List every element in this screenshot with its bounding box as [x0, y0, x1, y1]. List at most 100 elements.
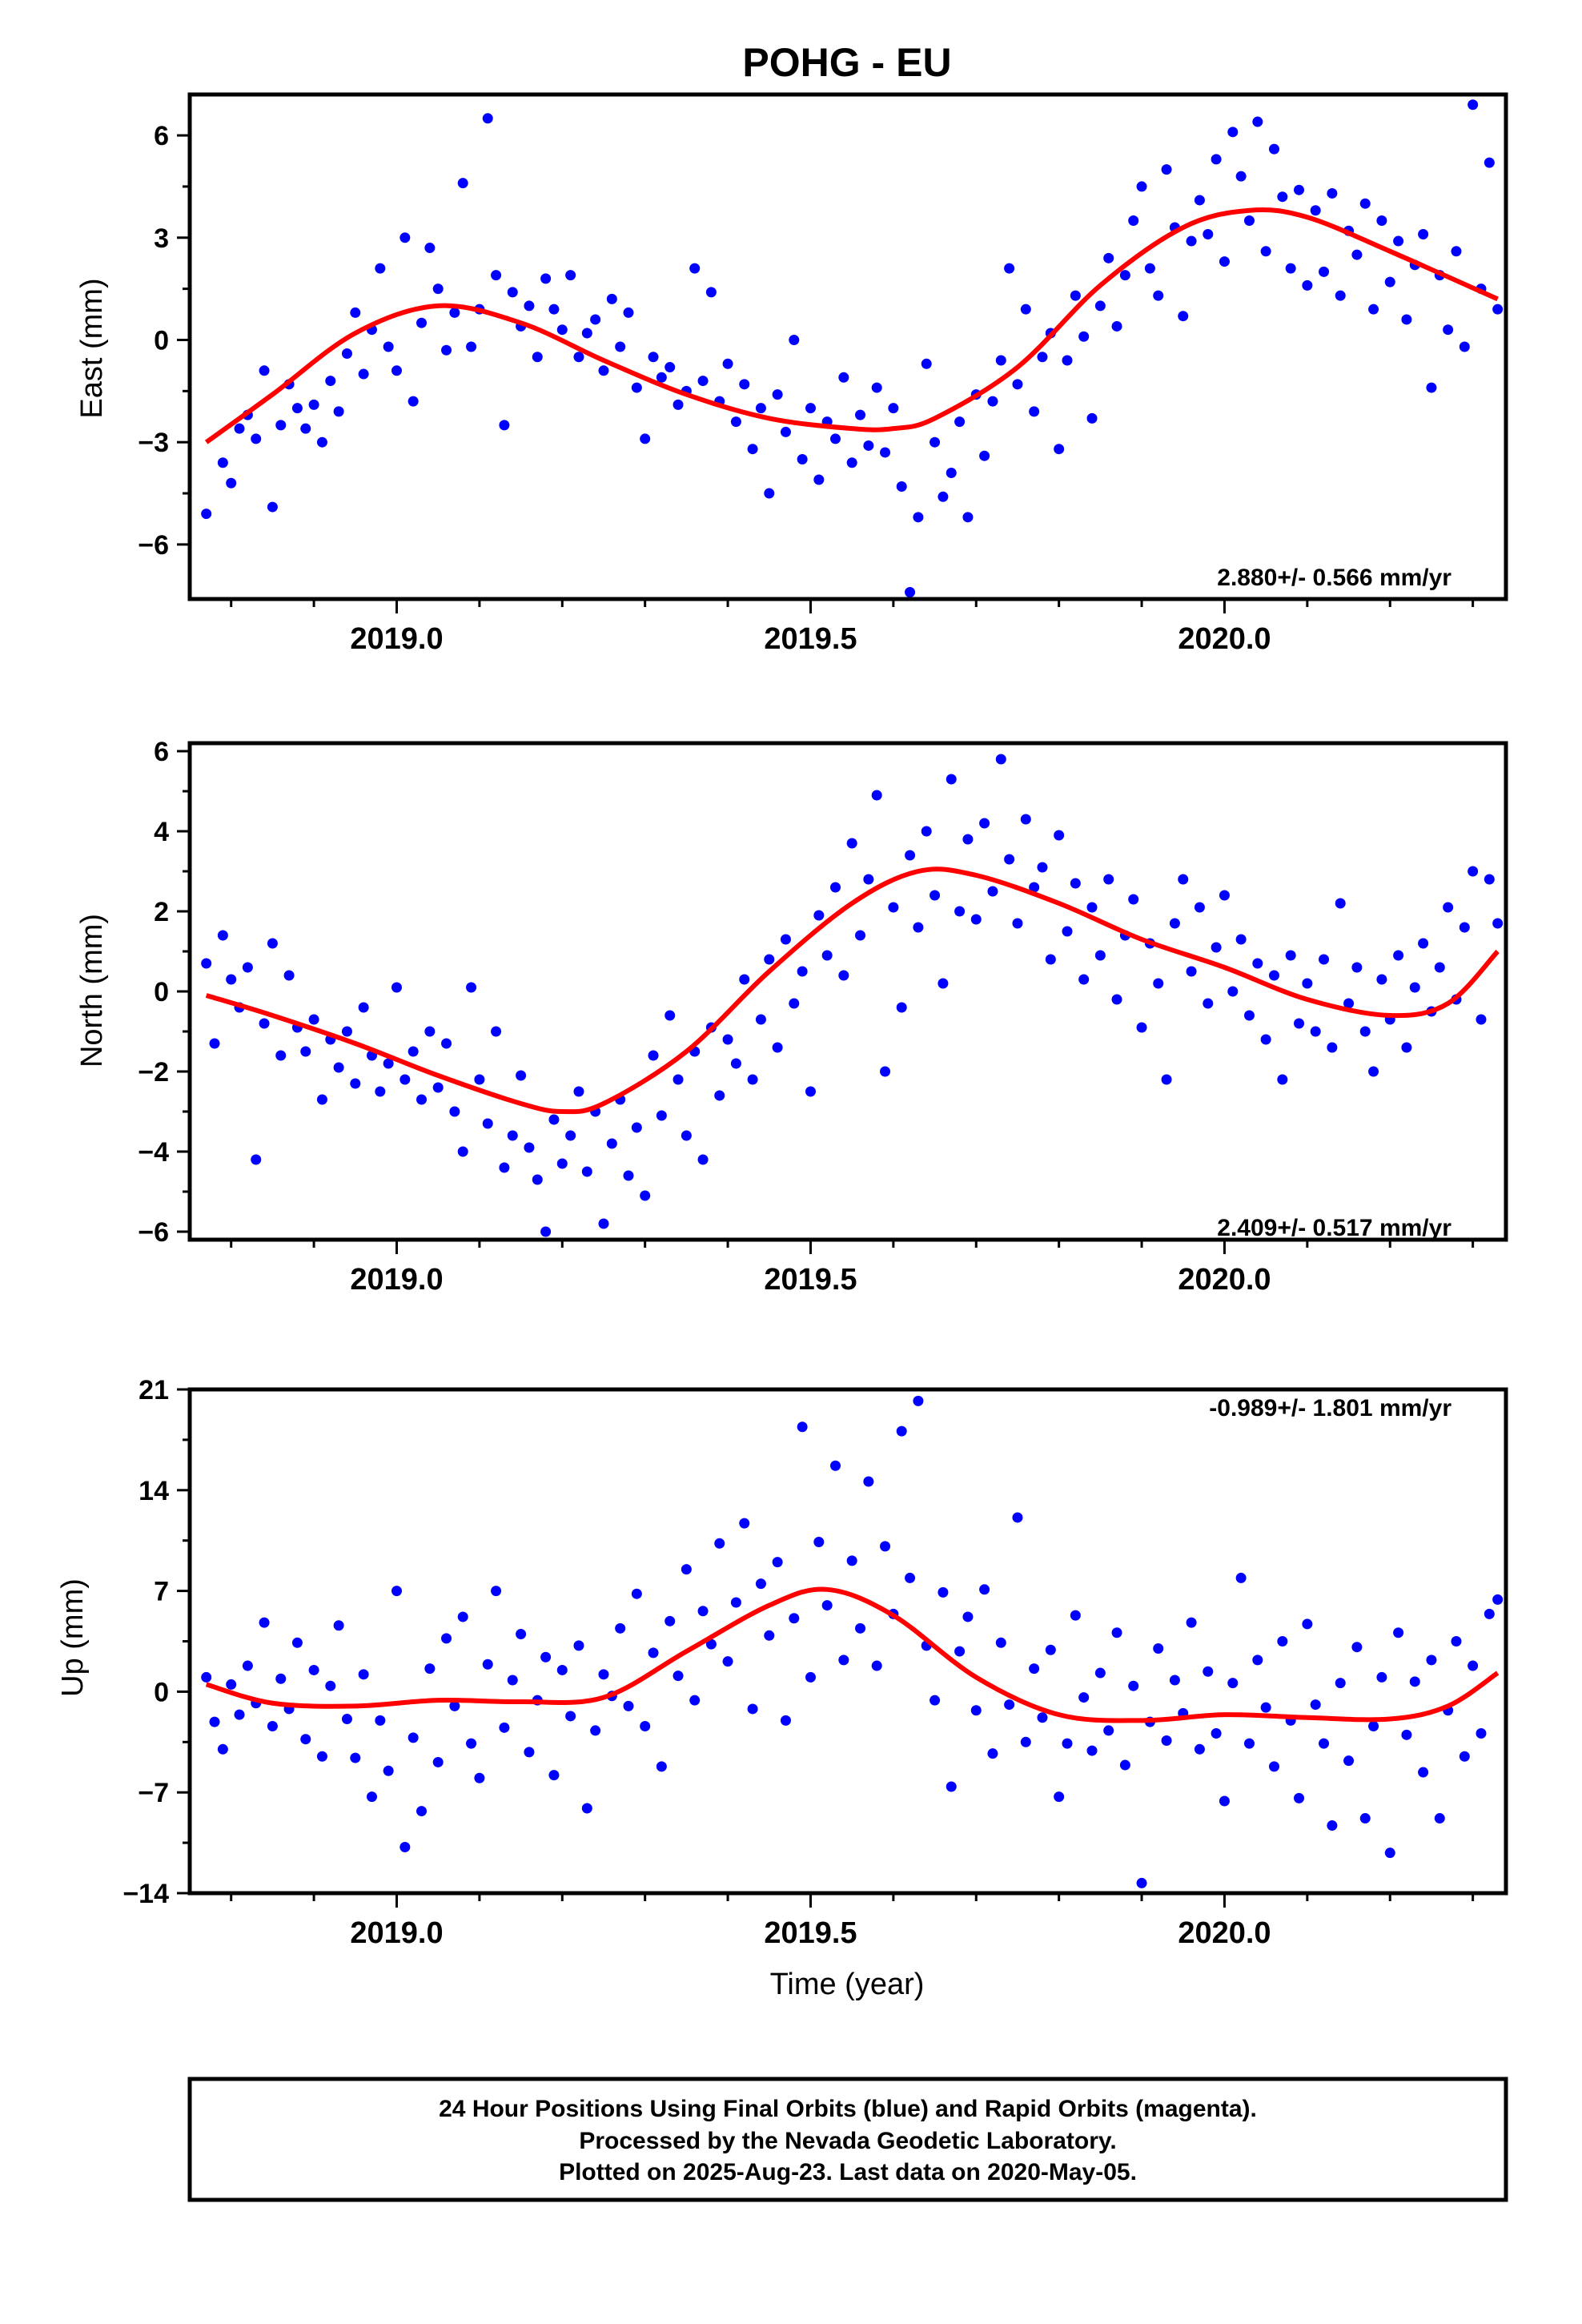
up-data-point: [1012, 1512, 1023, 1523]
north-data-point: [1203, 998, 1214, 1009]
footer-line-2: Processed by the Nevada Geodetic Laborat…: [579, 2128, 1116, 2154]
north-data-point: [829, 882, 841, 893]
east-data-point: [1327, 187, 1338, 199]
up-data-point: [474, 1772, 485, 1783]
east-data-point: [333, 406, 344, 417]
north-data-point: [242, 962, 253, 973]
north-data-point: [333, 1062, 344, 1073]
north-data-point: [697, 1154, 709, 1165]
north-data-point: [846, 838, 857, 849]
up-data-point: [995, 1637, 1006, 1648]
up-data-point: [201, 1671, 212, 1683]
east-data-point: [1294, 184, 1305, 195]
east-data-point: [432, 283, 444, 295]
up-data-point: [441, 1633, 452, 1644]
north-data-point: [507, 1130, 518, 1141]
up-data-point: [946, 1781, 957, 1792]
up-data-point: [930, 1695, 941, 1706]
east-data-point: [615, 341, 626, 352]
east-y-tick-label: −6: [138, 530, 169, 561]
up-data-point: [1054, 1791, 1065, 1803]
north-data-point: [855, 930, 866, 941]
east-data-point: [275, 420, 287, 431]
north-data-point: [1368, 1066, 1379, 1077]
east-data-point: [697, 376, 709, 387]
up-data-point: [1094, 1667, 1106, 1679]
up-data-point: [581, 1803, 592, 1814]
up-data-point: [640, 1721, 651, 1732]
north-data-point: [1443, 902, 1454, 913]
east-data-point: [507, 287, 518, 298]
east-data-point: [888, 403, 899, 414]
east-x-tick-label: 2019.0: [350, 622, 443, 656]
north-data-point: [350, 1078, 361, 1089]
east-data-point: [648, 352, 659, 363]
east-data-point: [316, 436, 327, 448]
east-data-point: [1418, 229, 1429, 240]
north-data-point: [772, 1042, 783, 1053]
up-data-point: [1327, 1820, 1338, 1831]
up-data-point: [689, 1695, 701, 1706]
east-data-point: [499, 420, 510, 431]
north-data-point: [226, 974, 237, 985]
up-data-point: [499, 1722, 510, 1733]
up-y-tick-label: 0: [154, 1677, 169, 1707]
north-data-point: [1227, 986, 1239, 997]
east-data-point: [1153, 290, 1164, 301]
north-data-point: [1136, 1022, 1147, 1033]
east-data-point: [722, 358, 733, 369]
east-data-point: [1268, 143, 1279, 155]
up-data-point: [1268, 1761, 1279, 1772]
east-data-point: [962, 512, 974, 523]
north-data-point: [1169, 918, 1180, 929]
east-data-point: [606, 293, 617, 304]
north-data-point: [424, 1026, 436, 1037]
north-data-point: [714, 1090, 725, 1101]
east-data-point: [1376, 215, 1387, 226]
up-data-point: [730, 1597, 741, 1608]
north-y-tick-label: 0: [154, 977, 169, 1007]
north-data-point: [308, 1014, 319, 1025]
up-data-point: [242, 1660, 253, 1671]
north-y-tick-label: 6: [154, 737, 169, 767]
up-fit-curve: [205, 1586, 1500, 1723]
up-data-point: [350, 1752, 361, 1763]
east-data-point: [548, 304, 560, 315]
east-data-point: [1186, 235, 1197, 247]
east-fit-curve: [204, 207, 1499, 444]
north-data-point: [1045, 954, 1056, 965]
east-data-point: [234, 423, 245, 434]
up-data-point: [697, 1606, 709, 1617]
east-data-point: [1136, 181, 1147, 192]
east-data-point: [358, 368, 369, 380]
north-data-point: [1235, 934, 1247, 945]
up-data-point: [1343, 1755, 1355, 1767]
north-fit-curve: [205, 866, 1500, 1115]
north-frame: [187, 741, 1508, 1242]
up-data-point: [1227, 1678, 1239, 1689]
up-data-point: [1029, 1663, 1040, 1675]
north-data-point: [954, 906, 966, 917]
up-data-point: [1409, 1676, 1420, 1687]
north-data-point: [871, 790, 882, 801]
up-data-point: [308, 1664, 319, 1675]
north-data-point: [1492, 918, 1504, 929]
north-data-point: [491, 1026, 502, 1037]
east-data-point: [755, 403, 766, 414]
east-data-point: [1070, 290, 1081, 301]
footer-line-1: 24 Hour Positions Using Final Orbits (bl…: [439, 2096, 1257, 2122]
east-y-axis-label: East (mm): [75, 278, 109, 418]
east-data-point: [341, 348, 352, 360]
up-data-point: [1310, 1699, 1321, 1711]
up-data-point: [1153, 1642, 1164, 1654]
up-data-point: [1359, 1813, 1371, 1824]
north-data-point: [1434, 962, 1445, 973]
north-data-point: [532, 1174, 543, 1185]
north-data-point: [375, 1086, 386, 1097]
east-data-point: [813, 474, 825, 485]
north-data-point: [1219, 890, 1230, 901]
north-data-point: [813, 910, 825, 921]
east-data-point: [259, 365, 270, 376]
north-data-point: [499, 1162, 510, 1173]
up-data-point: [714, 1538, 725, 1549]
